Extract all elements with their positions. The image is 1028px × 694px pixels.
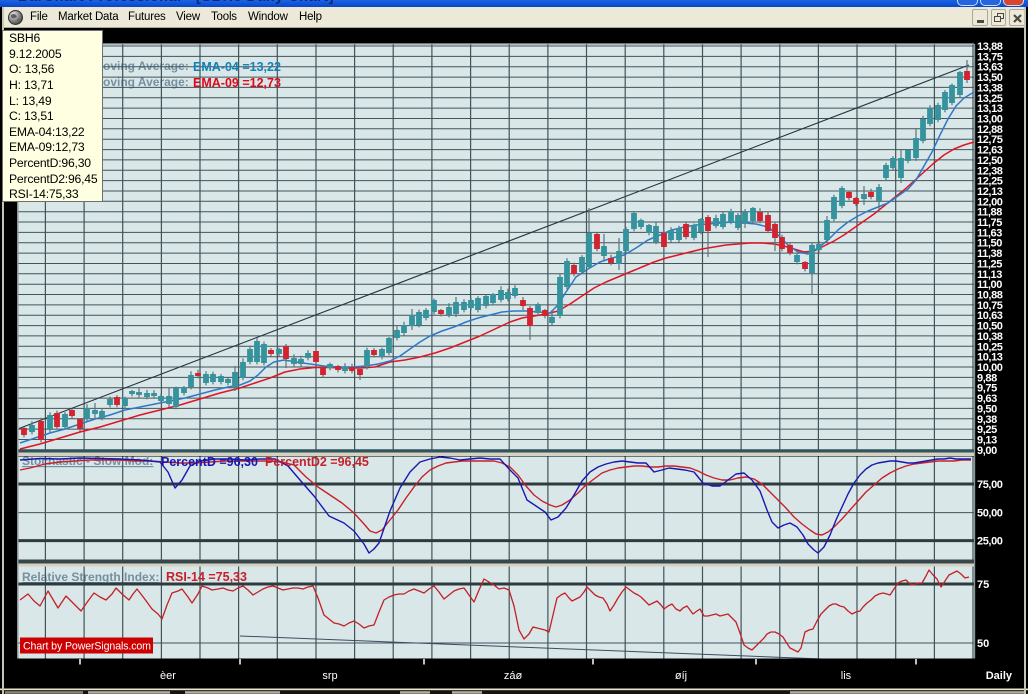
svg-text:10,13: 10,13 bbox=[977, 352, 1003, 364]
svg-text:PercentD =96,30: PercentD =96,30 bbox=[161, 455, 258, 469]
svg-text:øíj: øíj bbox=[675, 670, 687, 682]
svg-text:12,00: 12,00 bbox=[977, 196, 1003, 208]
svg-text:11,00: 11,00 bbox=[977, 279, 1002, 291]
svg-text:11,50: 11,50 bbox=[977, 238, 1002, 250]
svg-text:11,13: 11,13 bbox=[977, 269, 1002, 281]
svg-text:50,00: 50,00 bbox=[977, 508, 1003, 520]
svg-text:9,25: 9,25 bbox=[977, 424, 997, 436]
svg-text:10,38: 10,38 bbox=[977, 331, 1003, 343]
svg-text:10,63: 10,63 bbox=[977, 310, 1003, 322]
svg-text:9,50: 9,50 bbox=[977, 403, 997, 415]
svg-text:12,75: 12,75 bbox=[977, 134, 1003, 146]
svg-text:9,63: 9,63 bbox=[977, 393, 997, 405]
svg-text:13,88: 13,88 bbox=[977, 41, 1003, 53]
svg-text:Chart by PowerSignals.com: Chart by PowerSignals.com bbox=[23, 641, 151, 653]
svg-text:50: 50 bbox=[977, 638, 989, 650]
svg-text:12,88: 12,88 bbox=[977, 124, 1003, 136]
svg-text:10,50: 10,50 bbox=[977, 321, 1003, 333]
svg-text:13,75: 13,75 bbox=[977, 51, 1003, 63]
svg-text:13,63: 13,63 bbox=[977, 62, 1003, 74]
svg-text:PercentD2 =96,45: PercentD2 =96,45 bbox=[265, 455, 369, 469]
svg-text:10,25: 10,25 bbox=[977, 341, 1003, 353]
svg-text:Daily: Daily bbox=[986, 670, 1013, 682]
svg-text:EMA-04 =13,22: EMA-04 =13,22 bbox=[193, 60, 281, 74]
svg-text:9,38: 9,38 bbox=[977, 414, 997, 426]
svg-text:EMA-09 =12,73: EMA-09 =12,73 bbox=[193, 76, 281, 90]
svg-text:11,88: 11,88 bbox=[977, 207, 1002, 219]
svg-text:11,38: 11,38 bbox=[977, 248, 1002, 260]
svg-text:11,63: 11,63 bbox=[977, 227, 1002, 239]
svg-text:èer: èer bbox=[160, 670, 176, 682]
svg-text:Moving Average:: Moving Average: bbox=[93, 59, 189, 73]
svg-text:Relative Strength Index:: Relative Strength Index: bbox=[22, 570, 159, 584]
svg-text:Stochastic - Slow Mod:: Stochastic - Slow Mod: bbox=[22, 454, 153, 468]
svg-text:75,00: 75,00 bbox=[977, 479, 1003, 491]
svg-text:10,00: 10,00 bbox=[977, 362, 1003, 374]
svg-text:12,63: 12,63 bbox=[977, 145, 1003, 157]
svg-text:12,13: 12,13 bbox=[977, 186, 1003, 198]
svg-text:10,75: 10,75 bbox=[977, 300, 1003, 312]
svg-text:lis: lis bbox=[841, 670, 852, 682]
svg-text:25,00: 25,00 bbox=[977, 536, 1003, 548]
svg-text:13,00: 13,00 bbox=[977, 114, 1003, 126]
svg-text:9,13: 9,13 bbox=[977, 435, 997, 447]
svg-text:75: 75 bbox=[977, 579, 989, 591]
svg-text:9,00: 9,00 bbox=[977, 445, 997, 457]
svg-text:13,50: 13,50 bbox=[977, 72, 1003, 84]
svg-text:12,50: 12,50 bbox=[977, 155, 1003, 167]
svg-text:12,25: 12,25 bbox=[977, 176, 1003, 188]
svg-text:13,38: 13,38 bbox=[977, 82, 1003, 94]
svg-text:13,25: 13,25 bbox=[977, 93, 1003, 105]
svg-text:12,38: 12,38 bbox=[977, 165, 1003, 177]
svg-text:9,75: 9,75 bbox=[977, 383, 997, 395]
svg-text:10,88: 10,88 bbox=[977, 290, 1003, 302]
svg-text:Moving Average:: Moving Average: bbox=[93, 75, 189, 89]
svg-text:9,88: 9,88 bbox=[977, 372, 997, 384]
svg-text:11,25: 11,25 bbox=[977, 259, 1002, 271]
svg-text:11,75: 11,75 bbox=[977, 217, 1002, 229]
svg-text:13,13: 13,13 bbox=[977, 103, 1003, 115]
svg-text:záø: záø bbox=[504, 670, 523, 682]
svg-text:RSI-14 =75,33: RSI-14 =75,33 bbox=[166, 570, 247, 584]
svg-text:srp: srp bbox=[322, 670, 337, 682]
